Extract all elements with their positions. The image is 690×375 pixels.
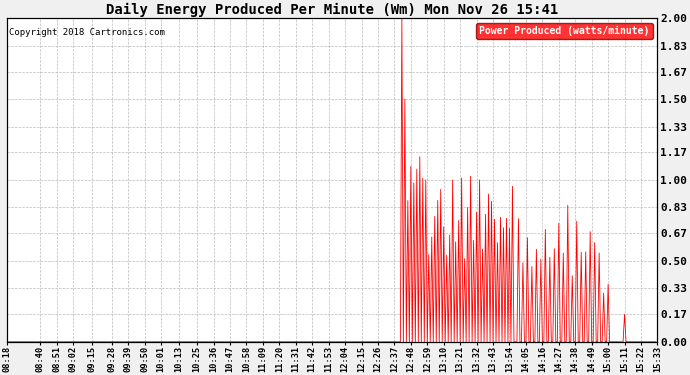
Title: Daily Energy Produced Per Minute (Wm) Mon Nov 26 15:41: Daily Energy Produced Per Minute (Wm) Mo… [106,3,558,17]
Legend: Power Produced (watts/minute): Power Produced (watts/minute) [476,23,653,39]
Text: Copyright 2018 Cartronics.com: Copyright 2018 Cartronics.com [8,28,164,37]
